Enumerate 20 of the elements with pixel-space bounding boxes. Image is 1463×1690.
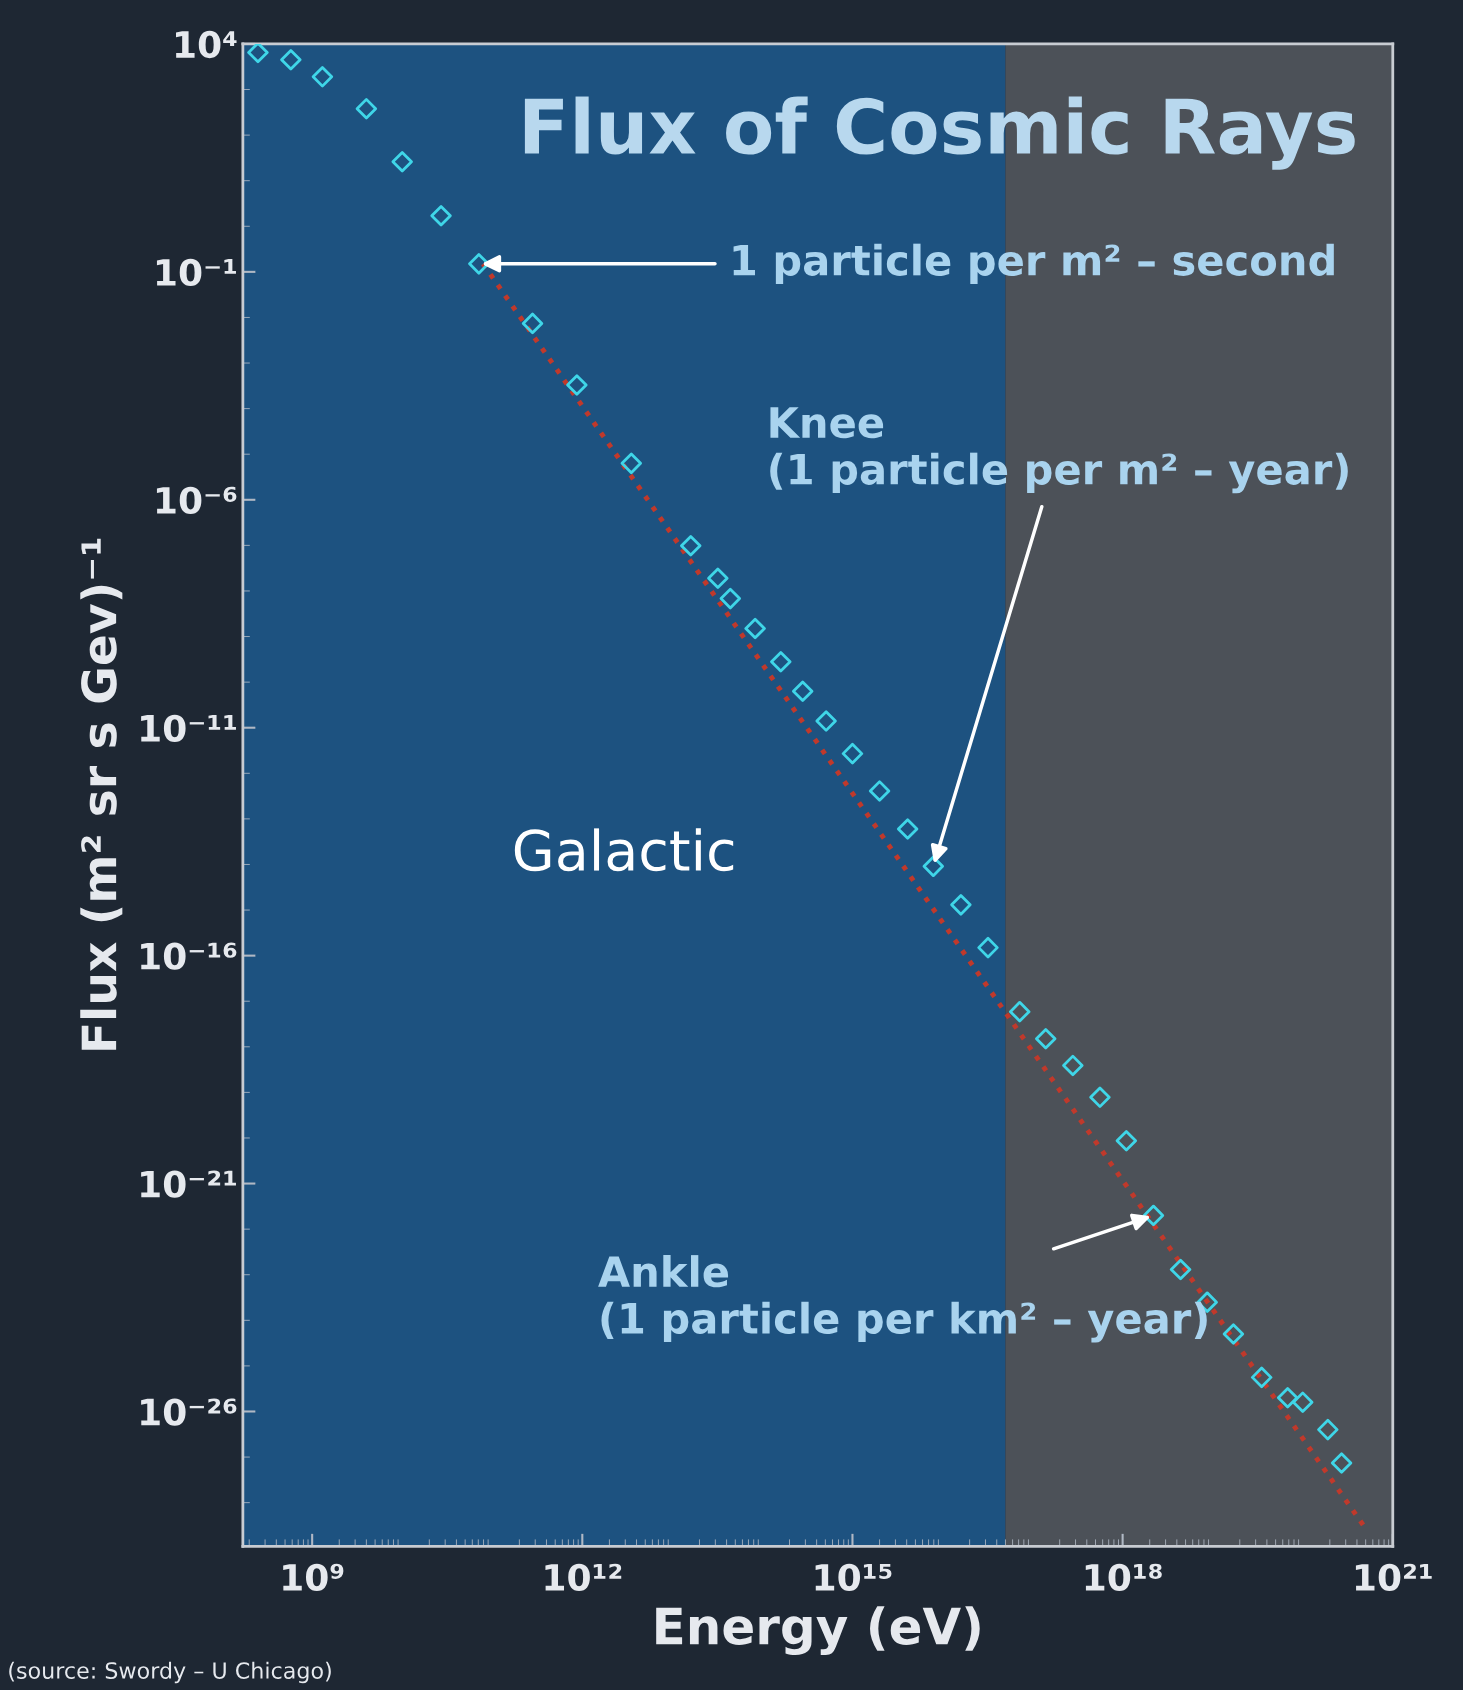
x-tick-label: 10¹⁵ xyxy=(815,1563,892,1591)
y-tick-label: 10⁻¹⁶ xyxy=(141,942,237,970)
x-tick-label: 10⁹ xyxy=(283,1563,344,1591)
text: Flux of Cosmic Rays xyxy=(524,96,1355,170)
annotation: 1 particle per m² – second xyxy=(733,243,1334,284)
x-axis-title: Energy (eV) xyxy=(656,1606,980,1656)
y-tick-label: 10⁻⁶ xyxy=(156,486,237,515)
annotation: Ankle (1 particle per km² – year) xyxy=(598,1255,1207,1343)
x-tick-label: 10¹⁸ xyxy=(1085,1563,1162,1591)
y-tick-label: 10⁻²⁶ xyxy=(141,1398,237,1426)
text: (source: Swordy – U Chicago) xyxy=(9,1661,331,1684)
y-axis-title: Flux (m² sr s Gev)⁻¹ xyxy=(80,538,123,1050)
y-tick-label: 10⁴ xyxy=(176,30,237,59)
band-label: Galactic xyxy=(514,828,734,872)
annotation: Knee (1 particle per m² – year) xyxy=(770,407,1348,494)
y-tick-label: 10⁻²¹ xyxy=(141,1170,236,1198)
x-tick-label: 10¹² xyxy=(545,1563,622,1591)
y-tick-label: 10⁻¹ xyxy=(156,258,236,287)
x-tick-label: 10²¹ xyxy=(1355,1563,1432,1591)
y-tick-label: 10⁻¹¹ xyxy=(141,714,236,742)
